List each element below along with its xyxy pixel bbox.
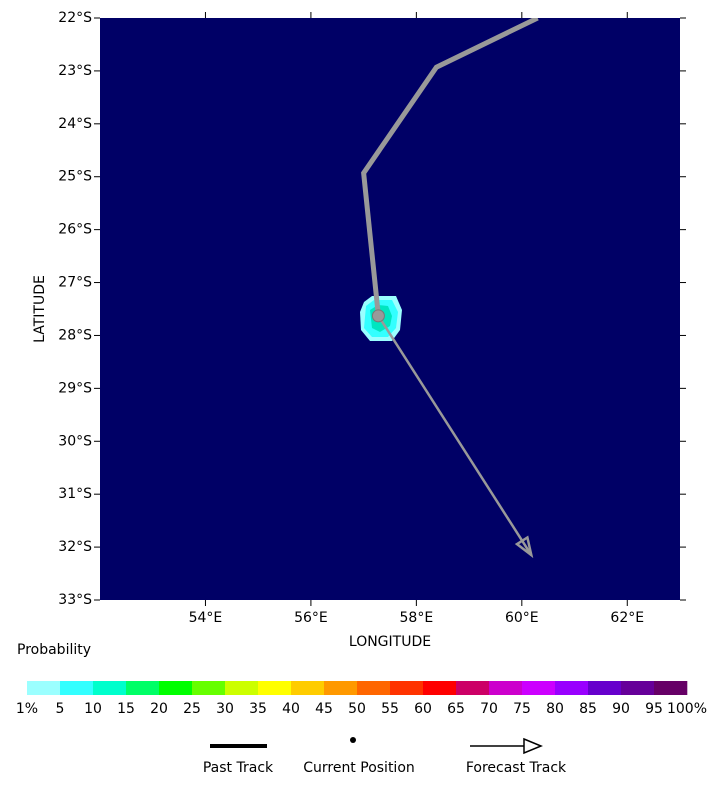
- colorbar-swatch: [621, 681, 655, 695]
- colorbar-tick-label: 1%: [16, 701, 38, 717]
- colorbar-tick-label: 85: [579, 701, 597, 717]
- colorbar-swatch: [357, 681, 391, 695]
- colorbar-tick-label: 90: [612, 701, 630, 717]
- colorbar-tick-label: 40: [282, 701, 300, 717]
- colorbar-swatch: [291, 681, 325, 695]
- y-tick-label: 22°S: [58, 10, 92, 26]
- x-tick-label: 54°E: [189, 610, 223, 626]
- colorbar-tick-label: 75: [513, 701, 531, 717]
- y-tick-label: 30°S: [58, 433, 92, 449]
- y-tick-label: 26°S: [58, 222, 92, 238]
- colorbar-swatch: [258, 681, 292, 695]
- colorbar-swatch: [324, 681, 358, 695]
- colorbar-tick-label: 60: [414, 701, 432, 717]
- legend-current-symbol: [350, 737, 356, 743]
- x-axis-label: LONGITUDE: [349, 634, 431, 650]
- y-tick-label: 23°S: [58, 63, 92, 79]
- colorbar-swatch: [93, 681, 127, 695]
- tracks: [361, 18, 539, 559]
- colorbar-tick-label: 25: [183, 701, 201, 717]
- colorbar-swatch: [654, 681, 688, 695]
- colorbar-swatch: [225, 681, 259, 695]
- colorbar-tick-label: 15: [117, 701, 135, 717]
- colorbar-swatch: [588, 681, 622, 695]
- y-tick-label: 24°S: [58, 116, 92, 132]
- y-tick-label: 32°S: [58, 539, 92, 555]
- x-tick-label: 62°E: [610, 610, 644, 626]
- colorbar-swatch: [390, 681, 424, 695]
- colorbar-tick-label: 5: [56, 701, 65, 717]
- colorbar-tick-label: 80: [546, 701, 564, 717]
- colorbar-swatch: [60, 681, 94, 695]
- past-track: [361, 18, 539, 317]
- forecast-track: [377, 315, 533, 556]
- colorbar-tick-label: 35: [249, 701, 267, 717]
- legend-label: Current Position: [303, 760, 415, 776]
- colorbar-swatch: [423, 681, 457, 695]
- colorbar-swatch: [522, 681, 556, 695]
- forecast-arrowhead: [514, 535, 534, 559]
- x-tick-label: 60°E: [505, 610, 539, 626]
- colorbar-tick-label: 95: [645, 701, 663, 717]
- current-position: [371, 309, 385, 323]
- legend-forecast-symbol: [470, 737, 543, 755]
- y-tick-label: 29°S: [58, 380, 92, 396]
- x-tick-label: 56°E: [294, 610, 328, 626]
- y-tick-label: 31°S: [58, 486, 92, 502]
- colorbar-tick-label: 10: [84, 701, 102, 717]
- y-tick-label: 28°S: [58, 327, 92, 343]
- colorbar-swatch: [489, 681, 523, 695]
- colorbar-swatch: [126, 681, 160, 695]
- colorbar-swatch: [192, 681, 226, 695]
- colorbar-swatch: [159, 681, 193, 695]
- y-tick-label: 33°S: [58, 592, 92, 608]
- colorbar-swatch: [555, 681, 589, 695]
- colorbar-swatch: [456, 681, 490, 695]
- legend-label: Past Track: [203, 760, 274, 776]
- colorbar-tick-label: 50: [348, 701, 366, 717]
- colorbar-tick-label: 30: [216, 701, 234, 717]
- colorbar-tick-label: 70: [480, 701, 498, 717]
- colorbar-tick-label: 20: [150, 701, 168, 717]
- colorbar-tick-label: 55: [381, 701, 399, 717]
- colorbar-tick-label: 45: [315, 701, 333, 717]
- legend-label: Forecast Track: [466, 760, 567, 776]
- colorbar-tick-label: 100%: [667, 701, 707, 717]
- y-axis-label: LATITUDE: [32, 275, 48, 343]
- y-tick-label: 27°S: [58, 275, 92, 291]
- x-tick-label: 58°E: [400, 610, 434, 626]
- colorbar-title: Probability: [17, 642, 91, 658]
- colorbar-tick-label: 65: [447, 701, 465, 717]
- colorbar-swatch: [27, 681, 61, 695]
- y-tick-label: 25°S: [58, 169, 92, 185]
